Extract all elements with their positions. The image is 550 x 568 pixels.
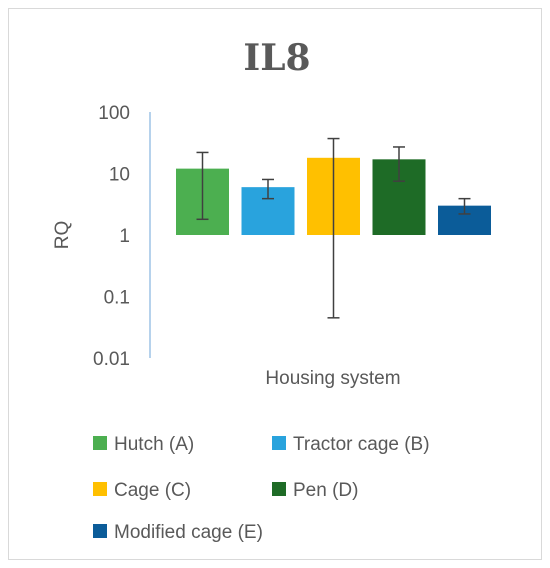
y-tick-label: 0.1: [104, 288, 130, 309]
legend-label: Tractor cage (B): [293, 434, 430, 455]
legend: Hutch (A) Tractor cage (B) Cage (C) Pen (D)…: [93, 434, 430, 543]
error-bar: [393, 146, 405, 182]
legend-swatch: [93, 482, 107, 496]
error-bars: [196, 137, 471, 319]
error-bar: [262, 178, 274, 200]
y-tick-label: 10: [109, 165, 130, 186]
x-axis-label: Housing system: [265, 368, 400, 389]
error-bar: [327, 137, 340, 319]
y-tick-label: 100: [98, 103, 130, 124]
legend-label: Pen (D): [293, 480, 358, 501]
legend-label: Modified cage (E): [114, 522, 263, 543]
y-axis-label: RQ: [52, 221, 73, 250]
y-tick-label: 1: [119, 226, 130, 247]
y-tick-label: 0.01: [93, 349, 130, 370]
error-bar: [458, 197, 471, 215]
legend-item: Tractor cage (B): [272, 434, 430, 455]
y-tick-labels: 100 10 1 0.1 0.01: [93, 103, 130, 370]
legend-swatch: [93, 524, 107, 538]
legend-swatch: [272, 482, 286, 496]
legend-label: Hutch (A): [114, 434, 194, 455]
chart-title: IL8: [243, 37, 310, 79]
legend-item: Pen (D): [272, 480, 358, 501]
legend-swatch: [93, 436, 107, 450]
error-bar: [196, 151, 209, 221]
legend-item: Hutch (A): [93, 434, 194, 455]
legend-swatch: [272, 436, 286, 450]
chart-frame: [8, 8, 542, 560]
legend-item: Cage (C): [93, 480, 191, 501]
legend-label: Cage (C): [114, 480, 191, 501]
legend-item: Modified cage (E): [93, 522, 263, 543]
